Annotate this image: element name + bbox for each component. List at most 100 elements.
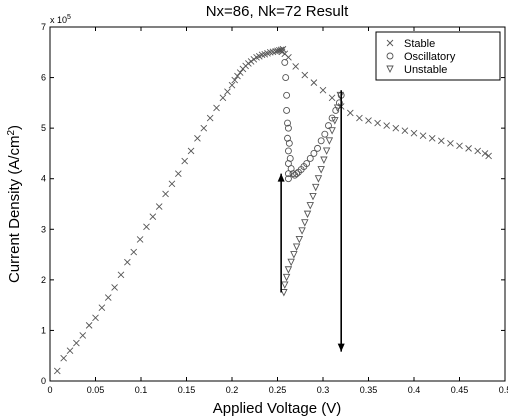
- data-point-stable: [410, 129, 418, 137]
- data-point-stable: [245, 60, 252, 67]
- data-point-oscillatory: [335, 99, 343, 107]
- data-point-stable: [219, 94, 227, 102]
- data-point-oscillatory: [284, 124, 292, 132]
- y-tick-label: 4: [41, 174, 46, 184]
- arrow-annotation: [277, 173, 285, 293]
- y-tick-label: 0: [41, 376, 46, 386]
- data-point-unstable: [301, 219, 309, 227]
- data-point-stable: [328, 94, 336, 102]
- data-point-oscillatory: [283, 91, 291, 99]
- data-point-stable: [428, 134, 436, 142]
- x-axis: 0 0.05 0.1 0.15 0.2 0.25 0.3 0.35 0.4 0.45 0.5: [47, 27, 508, 395]
- data-point-unstable: [314, 175, 323, 183]
- y-axis-label-sup: 2: [6, 130, 17, 136]
- data-point-unstable: [331, 117, 339, 125]
- data-point-oscillatory: [284, 119, 291, 127]
- data-point-oscillatory: [321, 130, 329, 138]
- data-point-unstable: [328, 127, 336, 135]
- data-point-stable: [485, 152, 492, 160]
- data-point-stable: [73, 339, 80, 347]
- data-point-stable: [383, 122, 391, 129]
- data-point-stable: [224, 88, 231, 96]
- chart-title: Nx=86, Nk=72 Result: [206, 3, 349, 20]
- data-point-stable: [174, 170, 182, 177]
- series-oscillatory: [281, 58, 345, 183]
- y-tick-label: 2: [41, 275, 46, 285]
- data-point-unstable: [317, 166, 325, 174]
- data-point-unstable: [325, 137, 334, 145]
- data-point-unstable: [290, 251, 298, 259]
- data-point-stable: [365, 117, 372, 124]
- data-point-stable: [124, 258, 131, 266]
- data-point-oscillatory: [284, 175, 292, 183]
- y-tick-label: 5: [41, 123, 46, 133]
- data-point-stable: [66, 347, 74, 354]
- data-point-stable: [104, 294, 112, 301]
- data-point-stable: [194, 134, 201, 142]
- data-point-stable: [301, 71, 309, 79]
- x-axis-label: Applied Voltage (V): [213, 400, 341, 417]
- x-tick-label: 0.35: [360, 385, 378, 395]
- data-point-stable: [149, 213, 157, 220]
- x-tick-label: 0.2: [226, 385, 239, 395]
- legend-label-unstable: Unstable: [404, 64, 447, 76]
- y-exponent-base: x 10: [50, 15, 67, 25]
- data-point-stable: [456, 142, 463, 150]
- data-point-stable: [136, 236, 144, 243]
- data-point-stable: [285, 54, 292, 61]
- data-point-stable: [53, 367, 61, 375]
- data-point-oscillatory: [293, 170, 301, 178]
- data-point-oscillatory: [317, 137, 325, 145]
- data-point-oscillatory: [328, 114, 336, 122]
- data-point-stable: [310, 79, 318, 86]
- data-point-unstable: [311, 183, 320, 192]
- y-axis-label: Current Density (A/cm2): [6, 125, 23, 283]
- x-tick-label: 0.4: [408, 385, 421, 395]
- y-axis: 0 1 2 3 4 5 6 7: [41, 22, 505, 386]
- x-tick-label: 0.1: [135, 385, 148, 395]
- y-axis-label-end: ): [6, 125, 23, 130]
- data-point-stable: [465, 145, 472, 152]
- data-point-unstable: [295, 235, 304, 244]
- data-point-stable: [234, 72, 241, 80]
- data-point-unstable: [298, 227, 306, 235]
- data-point-unstable: [306, 202, 314, 210]
- data-point-stable: [143, 223, 150, 231]
- data-point-stable: [98, 304, 106, 311]
- data-point-oscillatory: [306, 155, 314, 162]
- data-point-oscillatory: [285, 139, 293, 147]
- data-point-unstable: [333, 104, 342, 112]
- data-point-stable: [374, 119, 381, 127]
- data-point-unstable: [309, 192, 317, 201]
- series-layer: [53, 45, 492, 375]
- x-tick-label: 0.05: [87, 385, 105, 395]
- data-point-stable: [346, 109, 354, 117]
- data-point-stable: [266, 48, 274, 56]
- data-point-oscillatory: [286, 155, 294, 162]
- data-point-stable: [200, 124, 208, 132]
- data-point-oscillatory: [284, 147, 292, 155]
- data-point-stable: [228, 81, 236, 89]
- annotation-layer: [277, 90, 345, 352]
- data-point-stable: [79, 332, 87, 339]
- data-point-unstable: [280, 289, 288, 297]
- data-point-stable: [258, 51, 266, 59]
- data-point-unstable: [303, 210, 312, 219]
- legend-marker-stable: [386, 39, 394, 47]
- data-point-stable: [155, 203, 163, 210]
- y-tick-label: 1: [41, 325, 46, 335]
- data-point-unstable: [282, 273, 291, 282]
- legend-label-oscillatory: Oscillatory: [404, 51, 456, 63]
- data-point-stable: [92, 314, 99, 322]
- data-point-oscillatory: [282, 74, 290, 82]
- data-point-stable: [319, 86, 327, 94]
- data-point-stable: [111, 284, 118, 291]
- data-point-unstable: [287, 258, 295, 267]
- data-point-stable: [278, 48, 286, 56]
- data-point-stable: [437, 137, 445, 145]
- x-tick-label: 0.3: [317, 385, 330, 395]
- data-point-oscillatory: [283, 106, 291, 114]
- y-tick-label: 6: [41, 73, 46, 83]
